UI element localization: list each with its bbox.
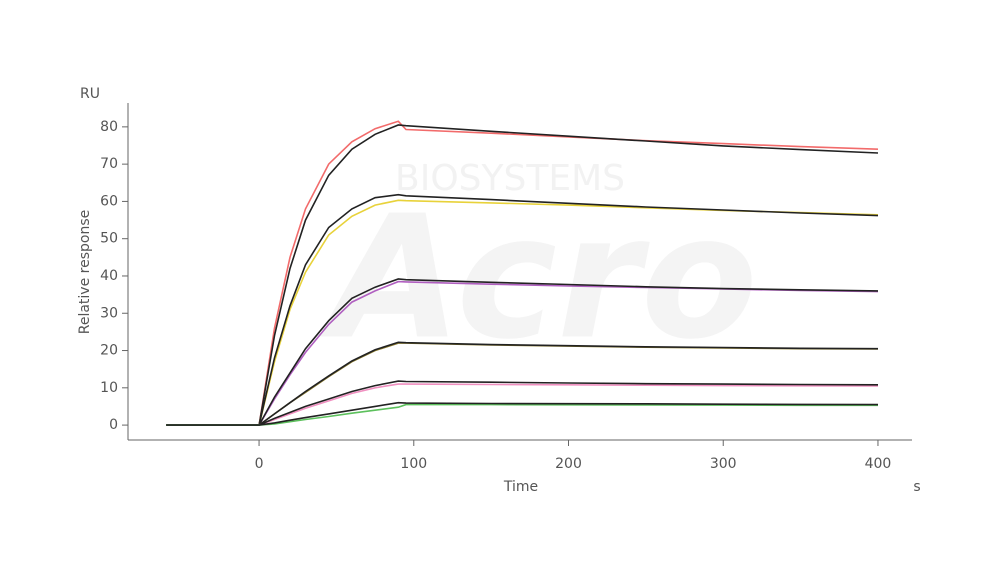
y-unit: RU [80,86,100,102]
y-axis-label: Relative response [77,210,93,335]
x-unit: s [913,479,920,495]
y-tick-label: 10 [100,380,118,396]
series-line [166,403,878,426]
y-tick-label: 40 [100,268,118,284]
x-tick-label: 0 [255,456,264,472]
series-line [166,383,879,426]
x-tick-label: 100 [400,456,427,472]
y-tick-label: 0 [109,417,118,433]
watermark-text: BIOSYSTEMS [395,158,625,199]
series-line [166,193,879,426]
y-tick-label: 60 [100,193,118,209]
series-line [166,380,879,426]
y-tick-label: 20 [100,343,118,359]
x-axis-label: Time [503,479,538,495]
y-tick-label: 30 [100,305,118,321]
series-line [166,401,879,426]
x-tick-label: 200 [555,456,582,472]
series-line [166,120,879,426]
series-line [166,124,879,426]
x-tick-label: 300 [710,456,737,472]
y-tick-label: 70 [100,156,118,172]
x-tick-label: 400 [865,456,892,472]
series-line [166,278,879,426]
series-line [166,341,879,426]
y-tick-label: 50 [100,231,118,247]
y-tick-label: 80 [100,119,118,135]
